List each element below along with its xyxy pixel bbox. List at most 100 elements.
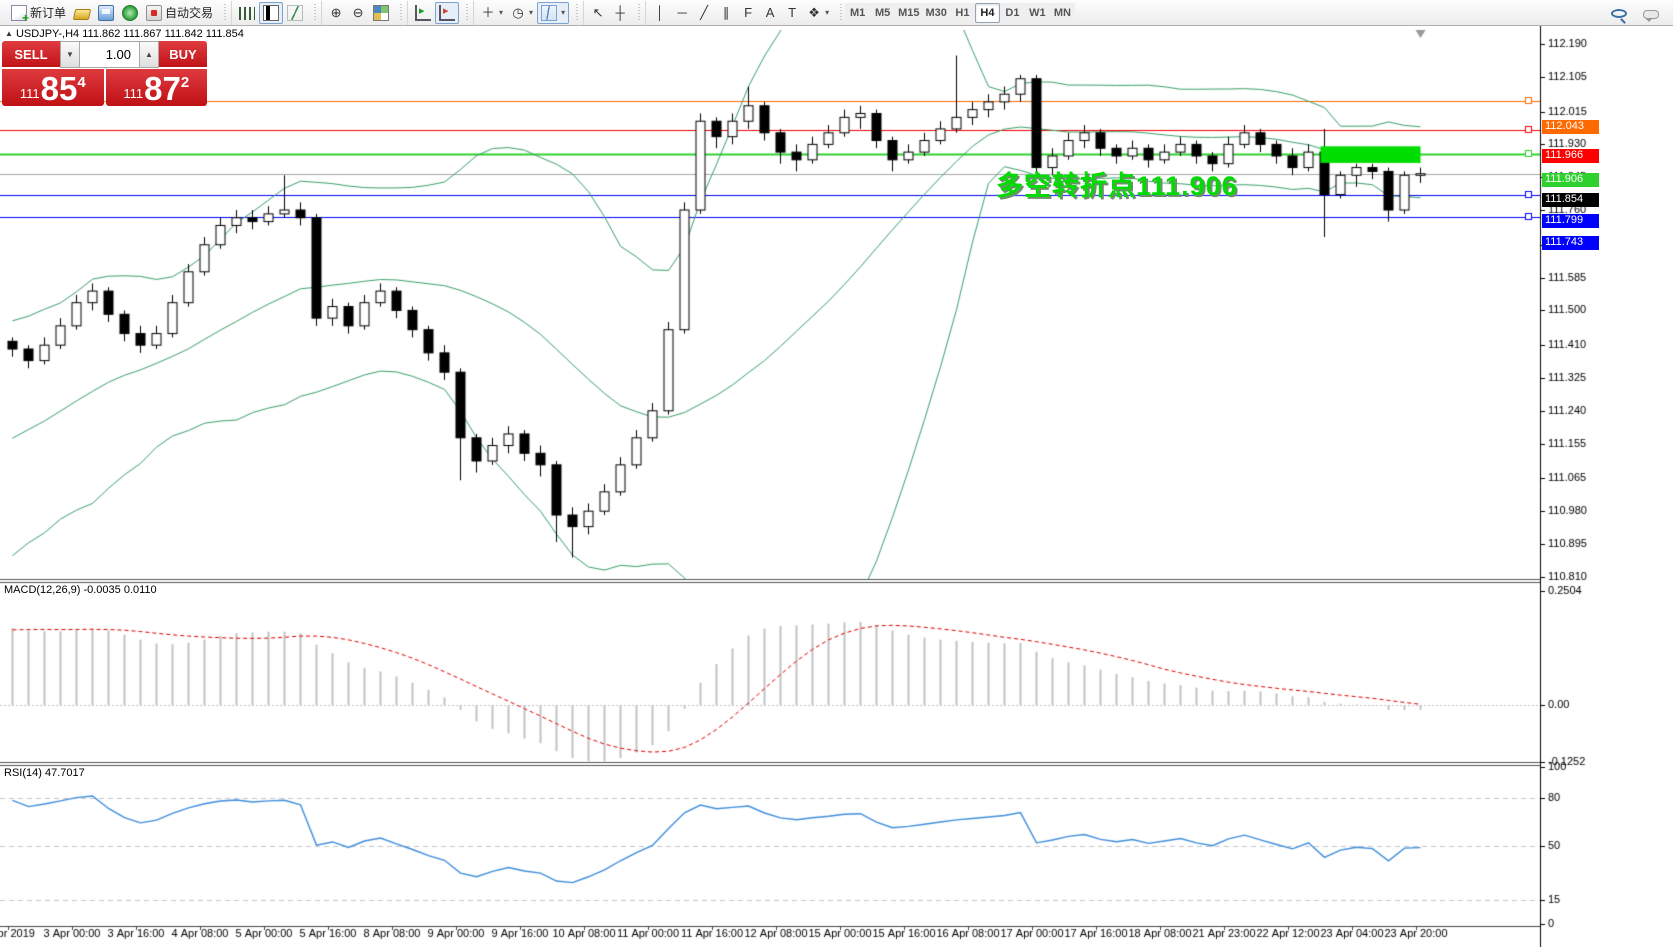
trendline-button[interactable]: ╱ <box>693 2 715 24</box>
tiles-icon <box>373 4 390 21</box>
toolbar-group: │ ─ ╱ ∥ F A T ❖ ▾ <box>645 0 836 25</box>
chat-icon <box>1643 9 1659 22</box>
timeframe-m30-button[interactable]: M30 <box>922 2 950 23</box>
macd-pane-label: MACD(12,26,9) -0.0035 0.0110 <box>4 584 157 596</box>
chat-button[interactable] <box>1639 4 1663 22</box>
tile-windows-button[interactable] <box>369 2 393 24</box>
timeframe-h1-button[interactable]: H1 <box>949 2 975 23</box>
metaeditor-button[interactable] <box>94 2 118 24</box>
toolbar-grip <box>464 3 470 22</box>
dropdown-caret-icon[interactable]: ▾ <box>529 8 534 17</box>
bid-prefix: 111 <box>19 86 40 101</box>
timeframe-m5-button[interactable]: M5 <box>870 2 896 23</box>
periods-button[interactable]: ◷ ▾ <box>507 2 537 24</box>
dropdown-caret-icon[interactable]: ▾ <box>561 8 566 17</box>
new-order-button-label: 新订单 <box>30 6 67 20</box>
trendline-icon: ╱ <box>700 4 708 20</box>
collapse-icon[interactable]: ▲ <box>5 29 13 38</box>
vertical-line-button[interactable]: │ <box>649 2 671 24</box>
rsi-pane-label: RSI(14) 47.7017 <box>4 767 85 779</box>
horizontal-line-button[interactable]: ─ <box>671 2 693 24</box>
arrows-button[interactable]: ❖ ▾ <box>803 2 833 24</box>
bars-icon <box>239 6 256 20</box>
autotrading-button[interactable]: 自动交易 <box>142 1 217 24</box>
market-button[interactable] <box>70 3 94 23</box>
zoom-in-button[interactable]: ⊕ <box>325 2 347 24</box>
zoom-out-icon: ⊖ <box>352 4 364 20</box>
text-label-button[interactable]: T <box>781 2 803 24</box>
search-button[interactable] <box>1607 4 1631 21</box>
volume-input[interactable]: 1.00 <box>80 41 139 68</box>
signals-button[interactable] <box>118 2 142 24</box>
candlestick-chart-button[interactable] <box>259 1 284 24</box>
metaeditor-icon <box>98 4 115 21</box>
signals-icon <box>122 4 139 21</box>
symbol-title: USDJPY-,H4 <box>15 28 80 40</box>
zoom-in-icon: ⊕ <box>330 4 342 20</box>
candles-icon <box>263 4 280 21</box>
timeframe-h4-button[interactable]: H4 <box>974 2 1000 23</box>
text-button[interactable]: A <box>759 2 781 24</box>
timeframe-w1-button[interactable]: W1 <box>1024 2 1050 23</box>
autoscroll-button[interactable] <box>411 2 435 24</box>
autotrading-button-label: 自动交易 <box>165 6 214 20</box>
timeframe-m15-button[interactable]: M15 <box>895 2 923 23</box>
volume-increase-button[interactable]: ▲ <box>139 41 159 68</box>
symbol-ohlc: 111.862 111.867 111.842 111.854 <box>82 28 244 40</box>
ask-prefix: 111 <box>123 86 144 101</box>
toolbar-group: ⊕ ⊖ <box>321 0 396 25</box>
volume-decrease-button[interactable]: ▼ <box>60 41 80 68</box>
ask-big-figure: 87 <box>144 70 181 107</box>
timeframe-d1-button[interactable]: D1 <box>999 2 1025 23</box>
zoom-out-button[interactable]: ⊖ <box>347 2 369 24</box>
price-axis-label: 111.854 <box>1542 193 1599 207</box>
price-axis-label: 111.966 <box>1542 149 1599 163</box>
bid-price-tile[interactable]: 111 85 4 <box>2 69 104 106</box>
toolbar-group <box>231 0 310 25</box>
horizontal-line-icon: ─ <box>677 4 687 20</box>
symbol-bar: ▲ USDJPY-,H4 111.862 111.867 111.842 111… <box>5 28 244 40</box>
dropdown-caret-icon[interactable]: ▾ <box>499 8 504 17</box>
new-order-button[interactable]: 新订单 <box>7 1 70 25</box>
arrows-icon: ❖ <box>808 4 820 20</box>
timeframe-m1-button[interactable]: M1 <box>845 2 871 23</box>
cursor-icon: ↖ <box>592 4 604 20</box>
dropdown-caret-icon[interactable]: ▾ <box>825 8 830 17</box>
templates-button[interactable]: ▾ <box>537 1 570 24</box>
channel-button[interactable]: ∥ <box>715 2 737 24</box>
crosshair-button[interactable]: ┼ <box>609 2 631 24</box>
toolbar-grip <box>838 3 844 22</box>
toolbar-group: 新订单 自动交易 <box>4 1 220 25</box>
fibonacci-icon: F <box>744 4 753 20</box>
add-indicator-icon: ＋ <box>481 4 495 20</box>
chart-shift-button[interactable] <box>435 1 460 24</box>
price-axis-label: 111.743 <box>1542 236 1599 250</box>
timeframe-group: M1 M5 M15 M30 H1 H4 D1 W1 MN <box>845 2 1075 23</box>
sell-button[interactable]: SELL <box>2 41 60 68</box>
bar-chart-button[interactable] <box>235 3 259 23</box>
text-icon: A <box>765 4 775 20</box>
cursor-button[interactable]: ↖ <box>587 2 609 24</box>
autotrading-icon <box>146 4 163 21</box>
chart-annotation-text: 多空转折点111.906 <box>996 171 1238 201</box>
toolbar-grip <box>574 3 580 22</box>
channel-icon: ∥ <box>722 4 730 20</box>
periods-icon: ◷ <box>512 4 524 20</box>
ask-pip: 2 <box>180 74 190 91</box>
price-axis-label: 111.906 <box>1542 173 1599 187</box>
timeframe-mn-button[interactable]: MN <box>1049 2 1075 23</box>
fibonacci-button[interactable]: F <box>737 2 759 24</box>
toolbar-grip <box>312 3 318 22</box>
price-chart-canvas[interactable] <box>0 26 1673 947</box>
bid-pip: 4 <box>77 74 86 91</box>
text-label-icon: T <box>788 4 797 20</box>
chart-shift-icon <box>439 4 456 21</box>
templates-icon <box>541 4 558 21</box>
price-axis-label: 112.043 <box>1542 120 1599 134</box>
add-indicator-button[interactable]: ＋ ▾ <box>477 2 507 24</box>
line-chart-button[interactable] <box>283 2 307 24</box>
ask-price-tile[interactable]: 111 87 2 <box>105 69 207 107</box>
vertical-line-icon: │ <box>656 4 665 20</box>
crosshair-icon: ┼ <box>615 4 625 20</box>
buy-button[interactable]: BUY <box>159 41 207 68</box>
